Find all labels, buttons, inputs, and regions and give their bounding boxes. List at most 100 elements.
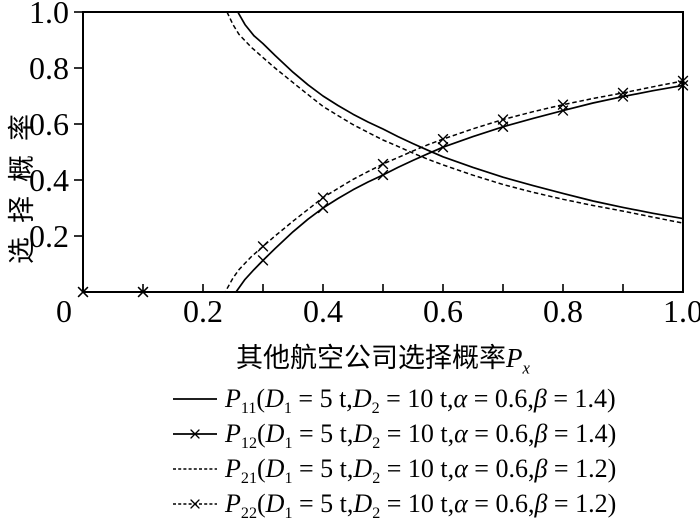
text-segment: = 0.6, <box>467 488 535 518</box>
x-marker-sample <box>190 498 200 509</box>
x-tick-label: 0.2 <box>183 293 223 329</box>
text-segment: 1 <box>284 504 293 522</box>
text-segment: = 0.6, <box>467 418 535 448</box>
series-P22-marker <box>617 87 629 99</box>
text-segment: 21 <box>240 469 257 487</box>
series-P12-line <box>83 84 684 293</box>
text-segment: 22 <box>240 504 257 522</box>
x-tick-label: 0.4 <box>303 293 343 329</box>
text-segment: ( <box>257 453 266 483</box>
x-tick-label: 0.8 <box>543 293 583 329</box>
text-segment: 2 <box>372 504 381 522</box>
legend: P11(D1 = 5 t,D2 = 10 t,α = 0.6,β = 1.4) P… <box>172 381 616 521</box>
legend-label-P22: P22(D1 = 5 t,D2 = 10 t,α = 0.6,β = 1.2) <box>225 488 617 522</box>
series-P22-marker <box>377 158 389 170</box>
series-P12-marker <box>497 121 509 132</box>
text-segment: 2 <box>372 469 381 487</box>
y-tick-label: 1.0 <box>29 0 69 30</box>
x-tick-label: 0.6 <box>423 293 463 329</box>
text-segment: = 10 t, <box>380 418 455 448</box>
text-segment: = 5 t, <box>292 488 354 518</box>
text-segment: = 1.4) <box>547 418 617 448</box>
text-segment: α <box>454 418 468 448</box>
text-segment: = 0.6, <box>467 453 535 483</box>
text-segment: 11 <box>240 399 257 417</box>
legend-label-P12: P12(D1 = 5 t,D2 = 10 t,α = 0.6,β = 1.4) <box>225 418 617 452</box>
series-P22-marker <box>257 241 269 252</box>
text-segment: β <box>534 488 548 518</box>
text-segment: = 1.2) <box>547 488 617 518</box>
text-segment: P <box>506 343 523 373</box>
text-segment: 其他航空公司选择概率 <box>236 343 507 373</box>
text-segment: D <box>353 453 373 483</box>
text-segment: = 10 t, <box>380 453 455 483</box>
series-P22-line <box>83 80 684 293</box>
text-segment: = 10 t, <box>379 383 454 413</box>
text-segment: α <box>453 383 468 413</box>
text-segment: 1 <box>283 399 292 417</box>
text-segment: P <box>225 383 241 413</box>
legend-label-P11: P11(D1 = 5 t,D2 = 10 t,α = 0.6,β = 1.4) <box>225 383 616 417</box>
text-segment: = 1.4) <box>546 383 616 413</box>
text-segment: D <box>353 418 373 448</box>
text-segment: D <box>265 488 285 518</box>
series-P22-marker <box>557 99 569 110</box>
x-marker-sample <box>190 428 200 439</box>
text-segment: β <box>533 383 547 413</box>
y-tick-label: 0.6 <box>29 106 69 142</box>
text-segment: 1 <box>284 434 293 452</box>
series-P22-marker <box>437 133 449 145</box>
text-segment: = 10 t, <box>380 488 455 518</box>
series-P12-marker <box>617 91 629 102</box>
origin-tick-label: 0 <box>56 293 72 329</box>
y-tick-label: 0.8 <box>29 50 69 86</box>
text-segment: = 0.6, <box>467 383 534 413</box>
text-segment: P <box>225 453 241 483</box>
x-tick-label: 1.0 <box>663 293 700 329</box>
y-tick-label: 0.4 <box>29 162 69 198</box>
text-segment: β <box>534 453 548 483</box>
text-segment: 2 <box>371 399 380 417</box>
text-segment: P <box>225 488 241 518</box>
series-P22-marker <box>317 192 329 203</box>
series-P21-line <box>226 11 684 224</box>
text-segment: P <box>225 418 241 448</box>
y-tick-label: 0.2 <box>29 218 69 254</box>
x-axis-title: 其他航空公司选择概率Px <box>83 336 683 378</box>
text-segment: = 5 t, <box>292 418 354 448</box>
text-segment: x <box>522 358 530 378</box>
text-segment: D <box>353 488 373 518</box>
text-segment: 1 <box>284 469 293 487</box>
text-segment: D <box>265 418 285 448</box>
series-P12-marker <box>377 169 389 181</box>
text-segment: = 5 t, <box>291 383 353 413</box>
text-segment: 12 <box>240 434 257 452</box>
series-P11-line <box>237 11 684 220</box>
text-segment: ( <box>257 488 266 518</box>
y-axis-title: 选择概率 <box>7 100 37 264</box>
legend-row-P11: P11(D1 = 5 t,D2 = 10 t,α = 0.6,β = 1.4) <box>172 381 616 416</box>
series-P22-marker <box>497 114 509 125</box>
legend-row-P22: P22(D1 = 5 t,D2 = 10 t,α = 0.6,β = 1.2) <box>172 486 616 521</box>
text-segment: = 1.2) <box>547 453 617 483</box>
text-segment: D <box>265 453 285 483</box>
text-segment: α <box>454 453 468 483</box>
text-segment: 2 <box>372 434 381 452</box>
text-segment: ( <box>256 383 266 413</box>
text-segment: D <box>265 383 284 413</box>
legend-sample-P22 <box>173 498 217 509</box>
legend-sample-P11 <box>173 397 217 400</box>
series-P12-marker <box>257 255 269 266</box>
text-segment: D <box>352 383 372 413</box>
legend-row-P12: P12(D1 = 5 t,D2 = 10 t,α = 0.6,β = 1.4) <box>172 416 616 451</box>
legend-sample-P21 <box>173 467 217 470</box>
plot-border <box>82 11 684 293</box>
series-P12-marker <box>317 202 329 214</box>
plot-area: 0.2 0.4 0.6 0.8 1.0 0.2 0.4 0.6 0.8 1.0 0 <box>29 0 700 329</box>
text-segment: = 5 t, <box>292 453 354 483</box>
legend-sample-P12 <box>173 428 217 439</box>
text-segment: α <box>454 488 468 518</box>
series-P12-marker <box>437 142 449 153</box>
legend-row-P21: P21(D1 = 5 t,D2 = 10 t,α = 0.6,β = 1.2) <box>172 451 616 486</box>
